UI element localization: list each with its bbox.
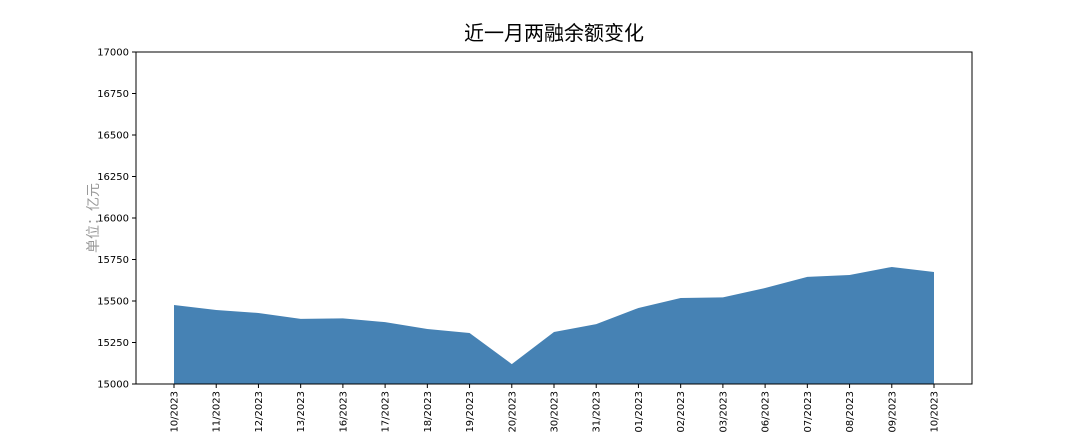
y-tick-label: 15500 [97,297,129,308]
x-tick-label: /10/2023 [170,391,181,432]
x-tick-label: /30/2023 [550,391,561,432]
x-tick-label: /09/2023 [887,391,898,432]
x-tick-label: /16/2023 [338,391,349,432]
y-tick-label: 16500 [97,131,129,142]
x-tick-label: /12/2023 [254,391,265,432]
x-tick-label: /18/2023 [423,391,434,432]
x-tick-label: /03/2023 [718,391,729,432]
y-tick-label: 15250 [97,338,129,349]
x-tick-label: /01/2023 [634,391,645,432]
y-tick-label: 16750 [97,89,129,100]
area [174,266,934,384]
x-tick-label: /02/2023 [676,391,687,432]
y-tick-label: 16250 [97,172,129,183]
x-tick-label: /08/2023 [845,391,856,432]
x-tick-label: /31/2023 [592,391,603,432]
y-tick-label: 15750 [97,255,129,266]
x-tick-label: /20/2023 [507,391,518,432]
y-tick-label: 15000 [97,380,129,391]
x-tick-label: /11/2023 [212,391,223,432]
x-tick-label: /10/2023 [930,391,941,432]
y-axis-label: 单位：亿元 [86,183,102,253]
x-tick-label: /19/2023 [465,391,476,432]
chart-title: 近一月两融余额变化 [464,21,644,45]
x-tick-label: /06/2023 [761,391,772,432]
x-tick-label: /13/2023 [296,391,307,432]
y-tick-label: 16000 [97,214,129,225]
x-tick-label: /07/2023 [803,391,814,432]
y-tick-label: 17000 [97,48,129,59]
x-tick-label: /17/2023 [381,391,392,432]
